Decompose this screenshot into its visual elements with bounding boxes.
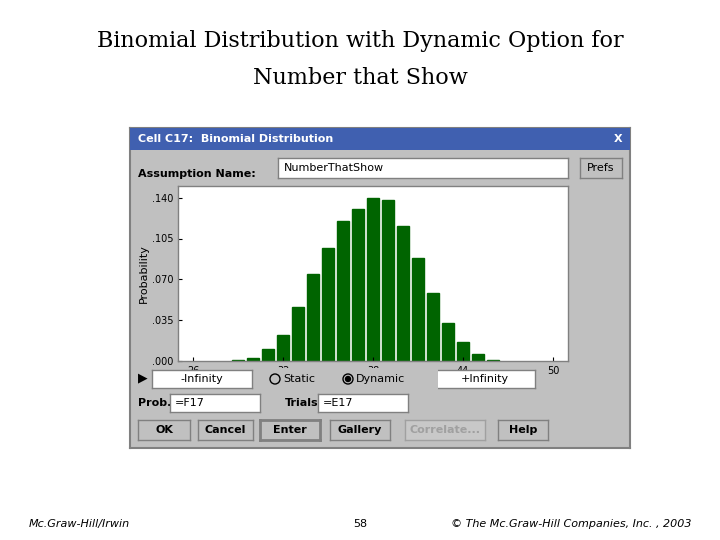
Bar (351, 210, 364, 361)
Bar (322, 248, 334, 361)
Text: ◄: ◄ (425, 373, 435, 386)
Bar (441, 322, 454, 361)
Text: Binomial Distribution with Dynamic Option for: Binomial Distribution with Dynamic Optio… (96, 30, 624, 52)
Text: X: X (614, 134, 623, 144)
Text: =E17: =E17 (323, 398, 353, 408)
Text: Trials: Trials (285, 398, 319, 408)
Bar (456, 342, 469, 361)
Text: G: G (345, 374, 353, 384)
Text: ▶: ▶ (138, 372, 148, 384)
Bar (261, 349, 274, 361)
Text: =F17: =F17 (174, 398, 204, 408)
Bar (232, 360, 244, 361)
Text: Cell C17:  Binomial Distribution: Cell C17: Binomial Distribution (138, 134, 333, 144)
Circle shape (346, 376, 351, 381)
Text: C: C (275, 374, 282, 384)
Bar (382, 200, 395, 361)
Bar (247, 357, 259, 361)
Text: Static: Static (283, 374, 315, 384)
Bar (307, 273, 320, 361)
Bar (427, 293, 439, 361)
Text: Number that Show: Number that Show (253, 68, 467, 90)
Text: 58: 58 (353, 519, 367, 529)
Text: Static: Static (287, 374, 319, 384)
Text: Prob.: Prob. (138, 398, 171, 408)
Bar (366, 198, 379, 361)
Text: Dynamic: Dynamic (357, 374, 406, 384)
Y-axis label: Probability: Probability (139, 244, 149, 303)
Text: Dynamic: Dynamic (356, 374, 405, 384)
Text: © The Mc.Graw-Hill Companies, Inc. , 2003: © The Mc.Graw-Hill Companies, Inc. , 200… (451, 519, 691, 529)
Bar (397, 226, 410, 361)
Text: NumberThatShow: NumberThatShow (284, 163, 384, 173)
Bar (276, 335, 289, 361)
Text: -Infinity: -Infinity (181, 374, 223, 384)
Bar (487, 360, 500, 361)
Text: Mc.Graw-Hill/Irwin: Mc.Graw-Hill/Irwin (29, 519, 130, 529)
Text: +Infinity: +Infinity (461, 374, 509, 384)
Text: Enter: Enter (273, 425, 307, 435)
Text: OK: OK (155, 425, 173, 435)
Bar (472, 354, 485, 361)
Text: Prefs: Prefs (588, 163, 615, 173)
Text: Help: Help (509, 425, 537, 435)
Text: Correlate...: Correlate... (410, 425, 480, 435)
Text: Assumption Name:: Assumption Name: (138, 169, 256, 179)
Bar (292, 307, 305, 361)
Bar (337, 221, 349, 361)
Text: Gallery: Gallery (338, 425, 382, 435)
Bar (412, 258, 424, 361)
Text: Cancel: Cancel (204, 425, 246, 435)
